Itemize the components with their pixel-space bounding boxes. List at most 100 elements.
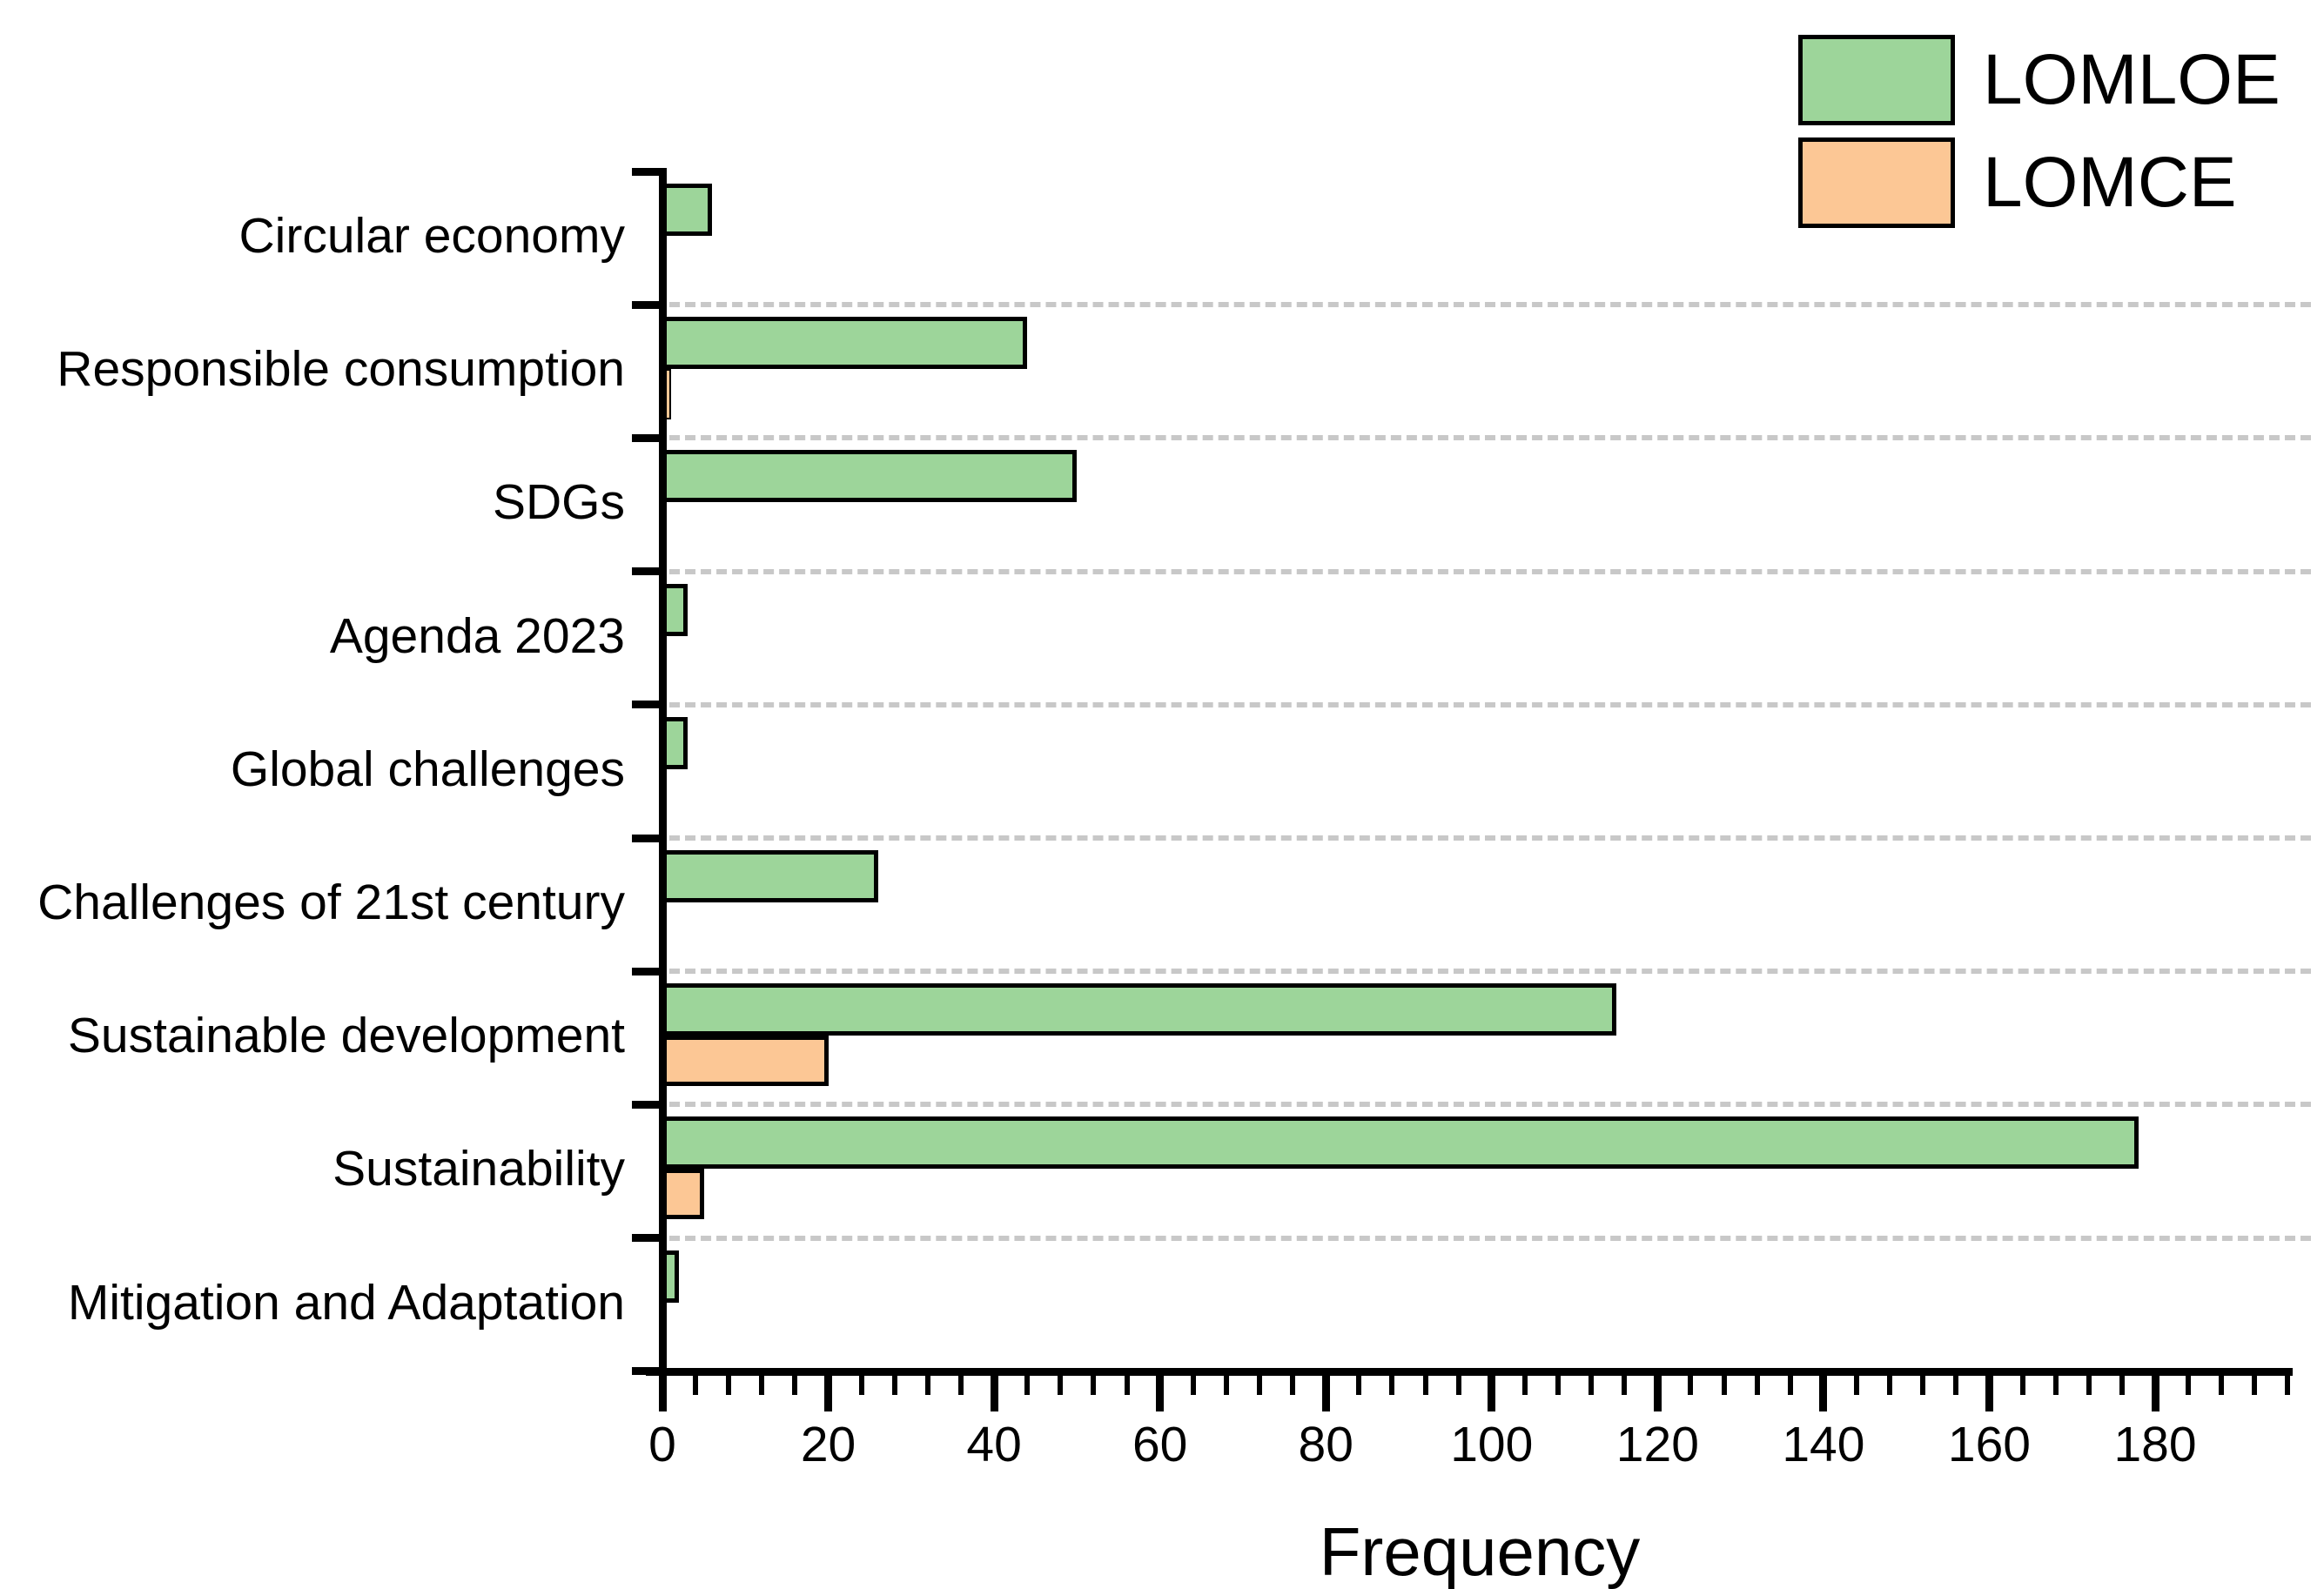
- x-minor-tick: [1589, 1371, 1595, 1395]
- y-tick: [632, 433, 665, 442]
- gridline: [669, 835, 2311, 841]
- x-minor-tick: [792, 1371, 798, 1395]
- x-major-tick: [1321, 1371, 1330, 1411]
- x-minor-tick: [1754, 1371, 1760, 1395]
- x-minor-tick: [1290, 1371, 1296, 1395]
- x-minor-tick: [693, 1371, 699, 1395]
- x-tick-label: 0: [648, 1417, 676, 1472]
- bar-lomloe-sustainability: [662, 1116, 2139, 1170]
- y-tick: [632, 701, 665, 709]
- x-minor-tick: [1521, 1371, 1528, 1395]
- x-minor-tick: [1622, 1371, 1628, 1395]
- category-label: Sustainability: [332, 1141, 625, 1197]
- legend: LOMLOE LOMCE: [1798, 35, 2280, 240]
- x-minor-tick: [2086, 1371, 2092, 1395]
- x-tick-label: 80: [1298, 1417, 1353, 1472]
- category-label: Mitigation and Adaptation: [67, 1274, 625, 1331]
- x-tick-label: 40: [966, 1417, 1022, 1472]
- y-axis-spine: [659, 168, 667, 1378]
- x-minor-tick: [759, 1371, 765, 1395]
- gridline: [669, 302, 2311, 308]
- bar-lomloe-responsible-consumption: [662, 317, 1028, 370]
- category-label: Challenges of 21st century: [37, 875, 625, 930]
- x-minor-tick: [1124, 1371, 1130, 1395]
- y-tick: [632, 1100, 665, 1109]
- x-minor-tick: [858, 1371, 864, 1395]
- x-minor-tick: [2186, 1371, 2192, 1395]
- x-major-tick: [658, 1371, 667, 1411]
- gridline: [669, 969, 2311, 975]
- x-major-tick: [1819, 1371, 1828, 1411]
- x-minor-tick: [891, 1371, 897, 1395]
- legend-swatch-lomloe: [1798, 35, 1955, 125]
- x-major-tick: [2151, 1371, 2159, 1411]
- x-minor-tick: [1223, 1371, 1229, 1395]
- x-minor-tick: [1721, 1371, 1727, 1395]
- x-tick-label: 160: [1947, 1417, 2032, 1472]
- category-label: Circular economy: [238, 208, 625, 264]
- y-tick: [632, 167, 665, 176]
- x-minor-tick: [1091, 1371, 1097, 1395]
- x-minor-tick: [2052, 1371, 2059, 1395]
- x-minor-tick: [2019, 1371, 2025, 1395]
- x-minor-tick: [958, 1371, 964, 1395]
- bar-lomloe-circular-economy: [662, 184, 713, 236]
- x-minor-tick: [1920, 1371, 1926, 1395]
- x-tick-label: 120: [1615, 1417, 1699, 1472]
- gridline: [669, 1235, 2311, 1241]
- y-tick: [632, 300, 665, 309]
- x-major-tick: [824, 1371, 833, 1411]
- x-tick-label: 100: [1450, 1417, 1534, 1472]
- x-minor-tick: [1953, 1371, 1959, 1395]
- x-major-tick: [1653, 1371, 1662, 1411]
- x-tick-label: 140: [1782, 1417, 1865, 1472]
- x-minor-tick: [2252, 1371, 2258, 1395]
- x-minor-tick: [1887, 1371, 1893, 1395]
- x-minor-tick: [1024, 1371, 1031, 1395]
- gridline: [669, 568, 2311, 574]
- x-major-tick: [1488, 1371, 1496, 1411]
- gridline: [669, 1102, 2311, 1108]
- x-tick-label: 60: [1132, 1417, 1188, 1472]
- x-minor-tick: [924, 1371, 930, 1395]
- category-label: SDGs: [492, 474, 625, 531]
- gridline: [669, 701, 2311, 707]
- y-tick: [632, 567, 665, 576]
- category-label: Responsible consumption: [57, 341, 625, 398]
- legend-label-lomce: LOMCE: [1983, 143, 2237, 222]
- x-minor-tick: [2219, 1371, 2225, 1395]
- legend-label-lomloe: LOMLOE: [1983, 40, 2280, 119]
- x-major-tick: [1985, 1371, 1993, 1411]
- x-minor-tick: [1555, 1371, 1562, 1395]
- y-tick: [632, 834, 665, 842]
- bar-lomloe-sdgs: [662, 450, 1078, 503]
- legend-item-lomce: LOMCE: [1798, 137, 2280, 228]
- x-minor-tick: [1389, 1371, 1395, 1395]
- x-minor-tick: [1455, 1371, 1461, 1395]
- x-minor-tick: [1787, 1371, 1793, 1395]
- x-minor-tick: [726, 1371, 732, 1395]
- category-label: Global challenges: [230, 741, 625, 797]
- x-minor-tick: [2119, 1371, 2125, 1395]
- x-minor-tick: [1356, 1371, 1362, 1395]
- x-minor-tick: [1854, 1371, 1860, 1395]
- y-tick: [632, 967, 665, 976]
- x-axis-spine: [646, 1368, 2293, 1376]
- x-minor-tick: [1422, 1371, 1428, 1395]
- gridline: [669, 435, 2311, 441]
- x-minor-tick: [2285, 1371, 2291, 1395]
- x-major-tick: [1156, 1371, 1165, 1411]
- x-minor-tick: [1190, 1371, 1196, 1395]
- bar-lomce-sustainability: [662, 1169, 704, 1220]
- legend-swatch-lomce: [1798, 137, 1955, 228]
- x-tick-label: 20: [800, 1417, 856, 1472]
- x-minor-tick: [1058, 1371, 1064, 1395]
- bar-lomce-sustainable-development: [662, 1036, 829, 1087]
- x-major-tick: [990, 1371, 998, 1411]
- x-axis-title: Frequency: [1319, 1513, 1641, 1589]
- x-tick-label: 180: [2113, 1417, 2197, 1472]
- y-tick: [632, 1234, 665, 1243]
- category-label: Sustainable development: [67, 1008, 625, 1064]
- x-minor-tick: [1257, 1371, 1263, 1395]
